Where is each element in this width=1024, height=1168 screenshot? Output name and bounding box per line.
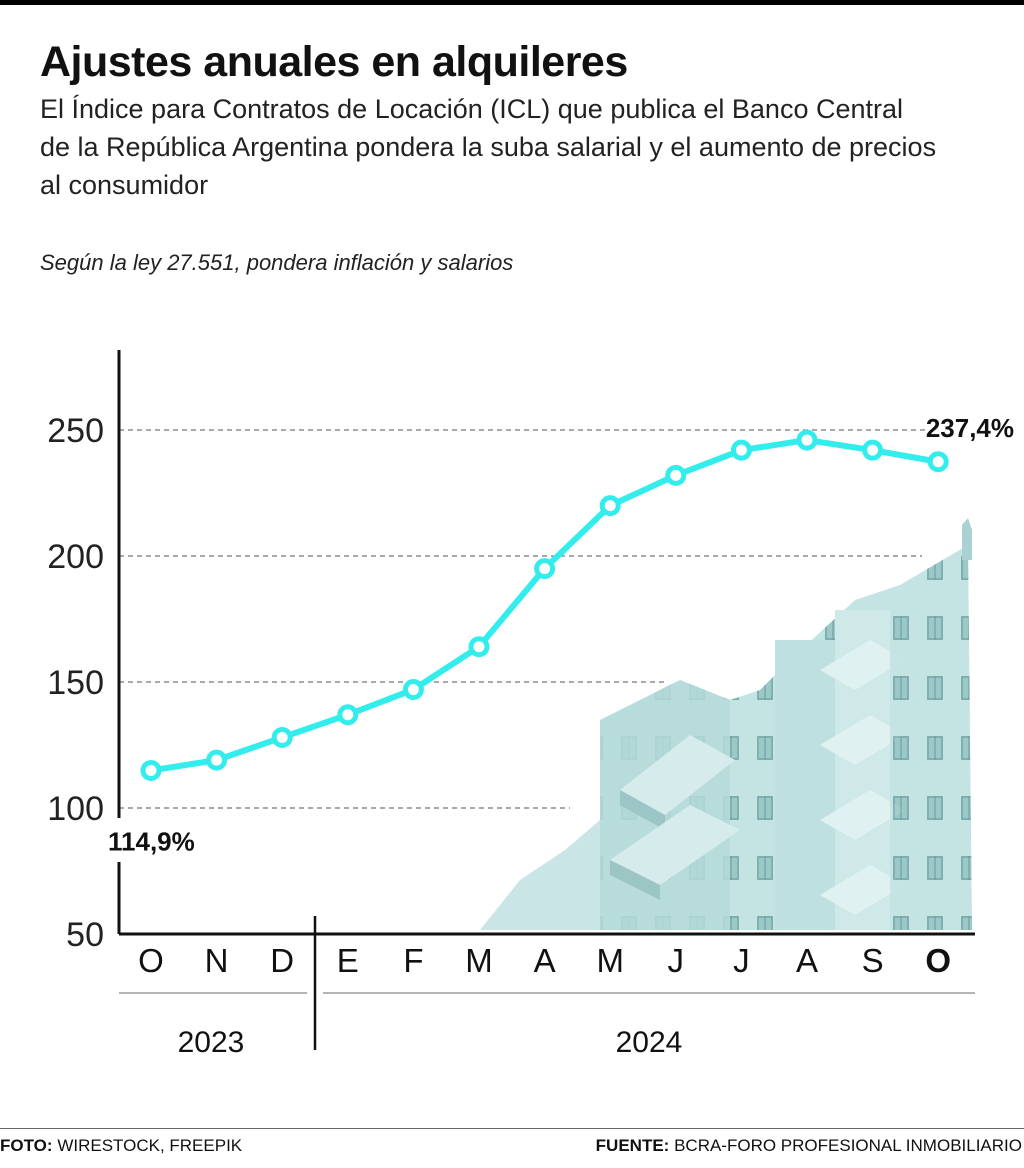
data-point bbox=[665, 464, 687, 486]
x-tick-label: M bbox=[596, 942, 624, 979]
data-point bbox=[206, 749, 228, 771]
x-tick-label: F bbox=[403, 942, 423, 979]
data-point bbox=[271, 726, 293, 748]
x-tick-label: A bbox=[796, 942, 818, 979]
data-point bbox=[534, 558, 556, 580]
y-tick-label: 50 bbox=[66, 916, 104, 954]
photo-credit: FOTO: WIRESTOCK, FREEPIK bbox=[0, 1136, 242, 1156]
data-label: 237,4% bbox=[926, 413, 1014, 443]
data-point bbox=[796, 429, 818, 451]
line-chart: 50 100 150 200 250 O N D E F M A M J J A S O 2023 2024 114… bbox=[47, 350, 1014, 1059]
top-rule bbox=[0, 0, 1024, 5]
x-tick-label: D bbox=[270, 942, 294, 979]
data-point bbox=[730, 439, 752, 461]
data-point bbox=[862, 439, 884, 461]
x-tick-label: S bbox=[862, 942, 884, 979]
source-credit-label: FUENTE: bbox=[595, 1136, 670, 1155]
x-tick-label: N bbox=[205, 942, 229, 979]
y-tick-label: 200 bbox=[47, 538, 104, 576]
footer-rule bbox=[0, 1128, 1024, 1129]
photo-credit-label: FOTO: bbox=[0, 1136, 53, 1155]
x-tick-label: O bbox=[925, 942, 951, 979]
data-point bbox=[468, 636, 490, 658]
y-tick-label: 250 bbox=[47, 412, 104, 450]
year-label: 2024 bbox=[616, 1026, 683, 1059]
source-credit: FUENTE: BCRA-FORO PROFESIONAL INMOBILIAR… bbox=[596, 1136, 1022, 1156]
photo-credit-value: WIRESTOCK, FREEPIK bbox=[57, 1136, 243, 1155]
data-point bbox=[599, 495, 621, 517]
page-subtitle: El Índice para Contratos de Locación (IC… bbox=[40, 94, 937, 200]
data-point bbox=[927, 451, 949, 473]
page-title: Ajustes anuales en alquileres bbox=[40, 38, 628, 86]
data-point bbox=[140, 759, 162, 781]
y-tick-label: 150 bbox=[47, 664, 104, 702]
buildings-photo bbox=[480, 518, 972, 930]
x-tick-label: J bbox=[668, 942, 685, 979]
y-tick-label: 100 bbox=[47, 790, 104, 828]
data-label: 114,9% bbox=[108, 826, 195, 856]
x-tick-label: O bbox=[138, 942, 164, 979]
x-tick-label: E bbox=[337, 942, 359, 979]
x-tick-label: A bbox=[534, 942, 556, 979]
x-tick-label: M bbox=[465, 942, 493, 979]
chart-note: Según la ley 27.551, pondera inflación y… bbox=[40, 250, 514, 275]
data-point bbox=[337, 704, 359, 726]
data-point bbox=[402, 679, 424, 701]
x-tick-label: J bbox=[733, 942, 750, 979]
year-label: 2023 bbox=[178, 1026, 245, 1059]
source-credit-value: BCRA-FORO PROFESIONAL INMOBILIARIO bbox=[674, 1136, 1022, 1155]
